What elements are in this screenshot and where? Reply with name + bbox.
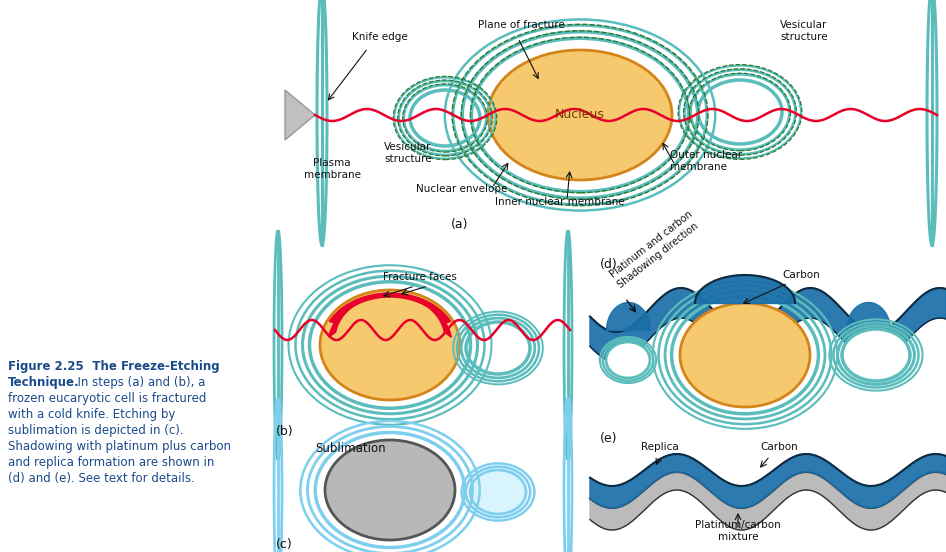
Polygon shape xyxy=(590,288,946,362)
Text: (a): (a) xyxy=(451,218,469,231)
Polygon shape xyxy=(329,293,450,323)
Text: Vesicular
structure: Vesicular structure xyxy=(780,20,828,42)
Ellipse shape xyxy=(470,470,526,514)
Text: (b): (b) xyxy=(276,425,293,438)
Text: Carbon: Carbon xyxy=(782,270,820,280)
Ellipse shape xyxy=(680,303,810,407)
Text: Shadowing with platinum plus carbon: Shadowing with platinum plus carbon xyxy=(8,440,231,453)
Text: Fracture faces: Fracture faces xyxy=(383,272,457,282)
Text: (d): (d) xyxy=(600,258,618,271)
Text: Outer nuclear
membrane: Outer nuclear membrane xyxy=(670,150,742,172)
Ellipse shape xyxy=(325,440,455,540)
Polygon shape xyxy=(285,90,315,140)
Text: frozen eucaryotic cell is fractured: frozen eucaryotic cell is fractured xyxy=(8,392,206,405)
Text: Replica: Replica xyxy=(641,442,679,452)
Text: Sublimation: Sublimation xyxy=(315,442,386,455)
Text: (e): (e) xyxy=(600,432,618,445)
Text: The Freeze-Etching: The Freeze-Etching xyxy=(80,360,219,373)
Ellipse shape xyxy=(320,290,460,400)
Text: Plane of fracture: Plane of fracture xyxy=(478,20,565,30)
Ellipse shape xyxy=(488,50,672,180)
Ellipse shape xyxy=(466,322,530,374)
Text: and replica formation are shown in: and replica formation are shown in xyxy=(8,456,215,469)
Polygon shape xyxy=(590,454,946,508)
Text: Nuclear envelope: Nuclear envelope xyxy=(416,184,508,194)
Text: Figure 2.25: Figure 2.25 xyxy=(8,360,84,373)
Text: Carbon: Carbon xyxy=(760,442,797,452)
Text: sublimation is depicted in (c).: sublimation is depicted in (c). xyxy=(8,424,184,437)
Text: Vesicular
structure: Vesicular structure xyxy=(384,142,431,164)
Text: Technique.: Technique. xyxy=(8,376,79,389)
Text: Inner nuclear membrane: Inner nuclear membrane xyxy=(495,197,624,207)
Text: Platinum and carbon
Shadowing direction: Platinum and carbon Shadowing direction xyxy=(608,209,703,290)
Text: In steps (a) and (b), a: In steps (a) and (b), a xyxy=(70,376,205,389)
Text: Knife edge: Knife edge xyxy=(352,32,408,42)
Text: Platinum/carbon
mixture: Platinum/carbon mixture xyxy=(695,519,780,542)
Text: Nucleus: Nucleus xyxy=(555,109,604,121)
Text: (c): (c) xyxy=(276,538,292,551)
Text: (d) and (e). See text for details.: (d) and (e). See text for details. xyxy=(8,472,195,485)
Ellipse shape xyxy=(606,342,650,378)
Ellipse shape xyxy=(410,90,480,146)
Text: Plasma
membrane: Plasma membrane xyxy=(304,158,360,180)
Polygon shape xyxy=(329,295,451,337)
Text: with a cold knife. Etching by: with a cold knife. Etching by xyxy=(8,408,175,421)
Ellipse shape xyxy=(698,80,782,144)
Polygon shape xyxy=(590,472,946,530)
Ellipse shape xyxy=(842,329,910,381)
